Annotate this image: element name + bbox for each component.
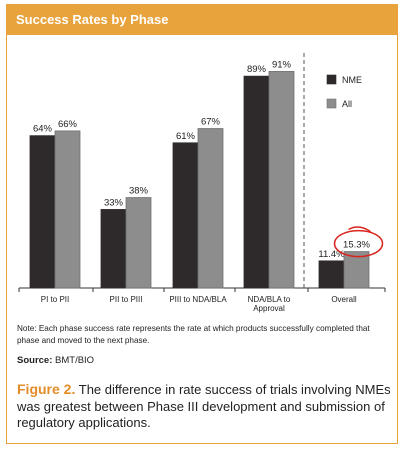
value-label-nme-4: 11.4% [318, 249, 345, 260]
legend-label-all: All [342, 99, 352, 109]
bar-nme-3 [243, 75, 270, 289]
highlight-circle [333, 229, 384, 258]
source-label: Source: [17, 355, 53, 366]
caption-text: The difference in rate success of trials… [17, 382, 391, 430]
legend-swatch-nme [326, 74, 337, 85]
value-label-nme-3: 89% [247, 64, 267, 75]
bar-all-4 [343, 251, 370, 289]
value-label-nme-1: 33% [104, 197, 124, 208]
bar-chart: 64% 66% PI to PII 33% 38% PII to PIII 61% 67% PI… [18, 53, 386, 313]
source-line: Source: BMT/BIO [17, 355, 94, 366]
bar-nme-4 [318, 260, 345, 289]
bar-nme-1 [100, 209, 127, 289]
category-label-1: PII to PIII [110, 295, 143, 304]
category-label-3-line-0: NDA/BLA to [248, 295, 291, 304]
category-label-4: Overall [331, 295, 357, 304]
value-label-all-1: 38% [129, 186, 149, 197]
bar-all-3 [268, 71, 295, 289]
figure-caption: Figure 2. The difference in rate success… [17, 381, 395, 432]
bar-nme-0 [29, 135, 56, 289]
category-label-0: PI to PII [41, 295, 69, 304]
category-label-2: PIII to NDA/BLA [169, 295, 227, 304]
bar-nme-2 [172, 142, 199, 289]
chart-title: Success Rates by Phase [7, 5, 397, 35]
bar-all-2 [197, 128, 224, 289]
value-label-all-3: 91% [272, 59, 292, 70]
value-label-nme-2: 61% [176, 131, 196, 142]
legend-label-nme: NME [342, 75, 362, 85]
value-label-all-2: 67% [201, 117, 221, 128]
figure-label: Figure 2. [17, 381, 76, 397]
category-label-3-line-1: Approval [253, 304, 285, 313]
value-label-all-0: 66% [58, 119, 78, 130]
figure-panel: Success Rates by Phase 64% 66% PI to PII 33… [6, 4, 398, 444]
source-text: BMT/BIO [55, 355, 95, 366]
highlight-stroke [348, 226, 371, 233]
chart-note: Note: Each phase success rate represents… [17, 324, 370, 345]
value-label-all-4: 15.3% [343, 240, 370, 251]
bar-all-1 [125, 197, 152, 289]
legend-swatch-all [326, 98, 337, 109]
bar-all-0 [54, 130, 81, 289]
value-label-nme-0: 64% [33, 124, 53, 135]
